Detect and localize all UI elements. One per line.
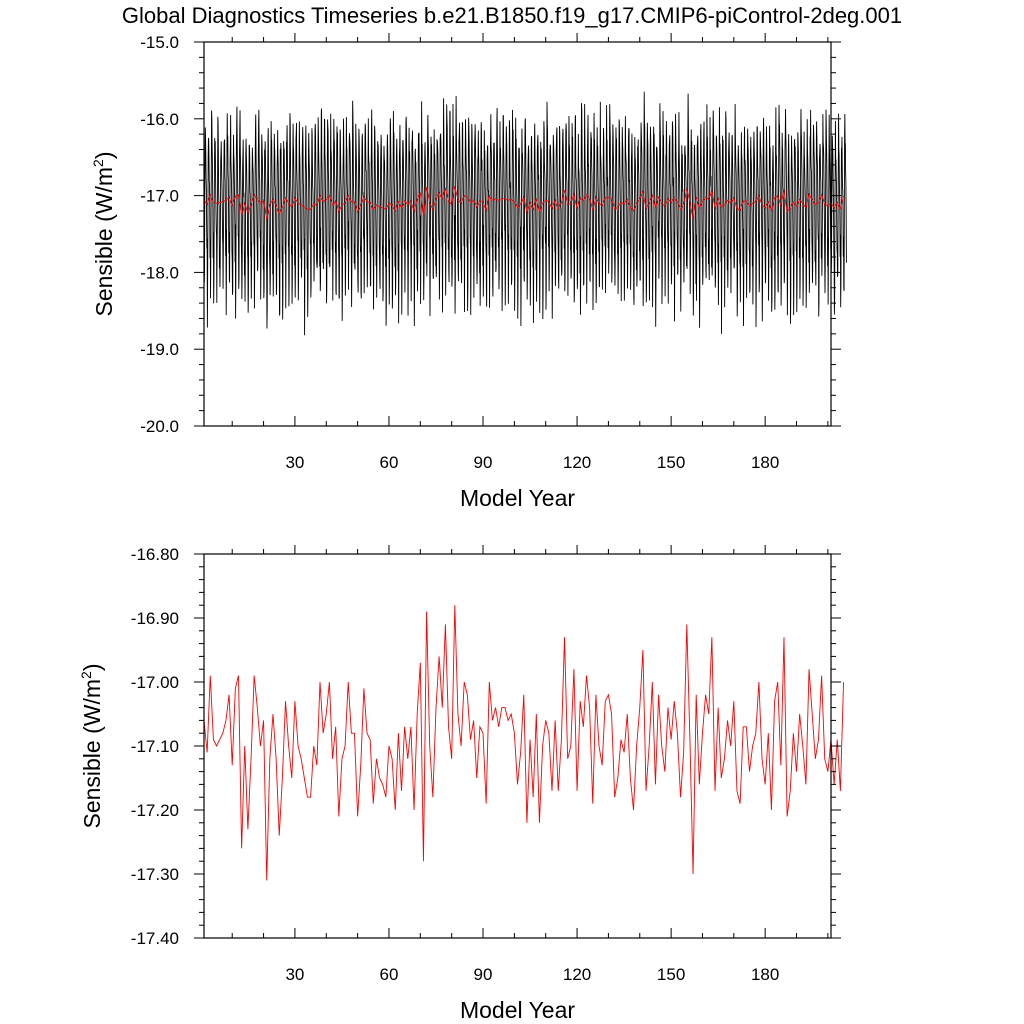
top-y-tick-label: -16.0 [140,110,179,129]
bottom-x-tick-label: 60 [380,965,399,984]
bottom-y-axis-label: Sensible (W/m2) [78,663,105,828]
bottom-x-axis-label: Model Year [460,997,575,1023]
bottom-y-tick-label: -17.10 [131,737,179,756]
page-title: Global Diagnostics Timeseries b.e21.B185… [121,3,903,28]
bottom-x-tick-label: 120 [563,965,591,984]
bottom-y-tick-label: -17.20 [131,801,179,820]
top-x-tick-label: 30 [285,453,304,472]
bottom-y-tick-label: -16.80 [131,545,179,564]
top-y-tick-label: -17.0 [140,187,179,206]
top-series-monthly [203,91,847,336]
bottom-x-tick-label: 90 [474,965,493,984]
top-panel: 30 60 90 120 150 180 -20.0 -19.0 -18.0 -17.0 -16.0… [90,33,847,511]
bottom-x-tick-label: 180 [751,965,779,984]
top-series-annual [203,186,844,220]
top-y-tick-label: -15.0 [140,33,179,52]
top-x-tick-label: 180 [751,453,779,472]
bottom-y-tick-label: -16.90 [131,609,179,628]
top-x-tick-label: 60 [380,453,399,472]
bottom-series-annual [203,605,844,881]
bottom-y-tick-label: -17.40 [131,929,179,948]
top-x-tick-label: 120 [563,453,591,472]
bottom-x-tick-label: 30 [285,965,304,984]
top-x-axis-label: Model Year [460,485,575,511]
top-x-tick-label: 150 [657,453,685,472]
top-y-tick-label: -20.0 [140,417,179,436]
top-y-tick-label: -18.0 [140,263,179,282]
top-plot-frame [203,41,832,427]
top-y-axis-label: Sensible (W/m2) [90,151,117,316]
bottom-panel: 30 60 90 120 150 180 -17.40 -17.30 -17.20 -17.10 -… [78,545,844,1023]
top-y-tick-label: -19.0 [140,340,179,359]
top-x-tick-label: 90 [474,453,493,472]
bottom-y-tick-label: -17.00 [131,673,179,692]
bottom-y-tick-label: -17.30 [131,865,179,884]
bottom-x-tick-label: 150 [657,965,685,984]
